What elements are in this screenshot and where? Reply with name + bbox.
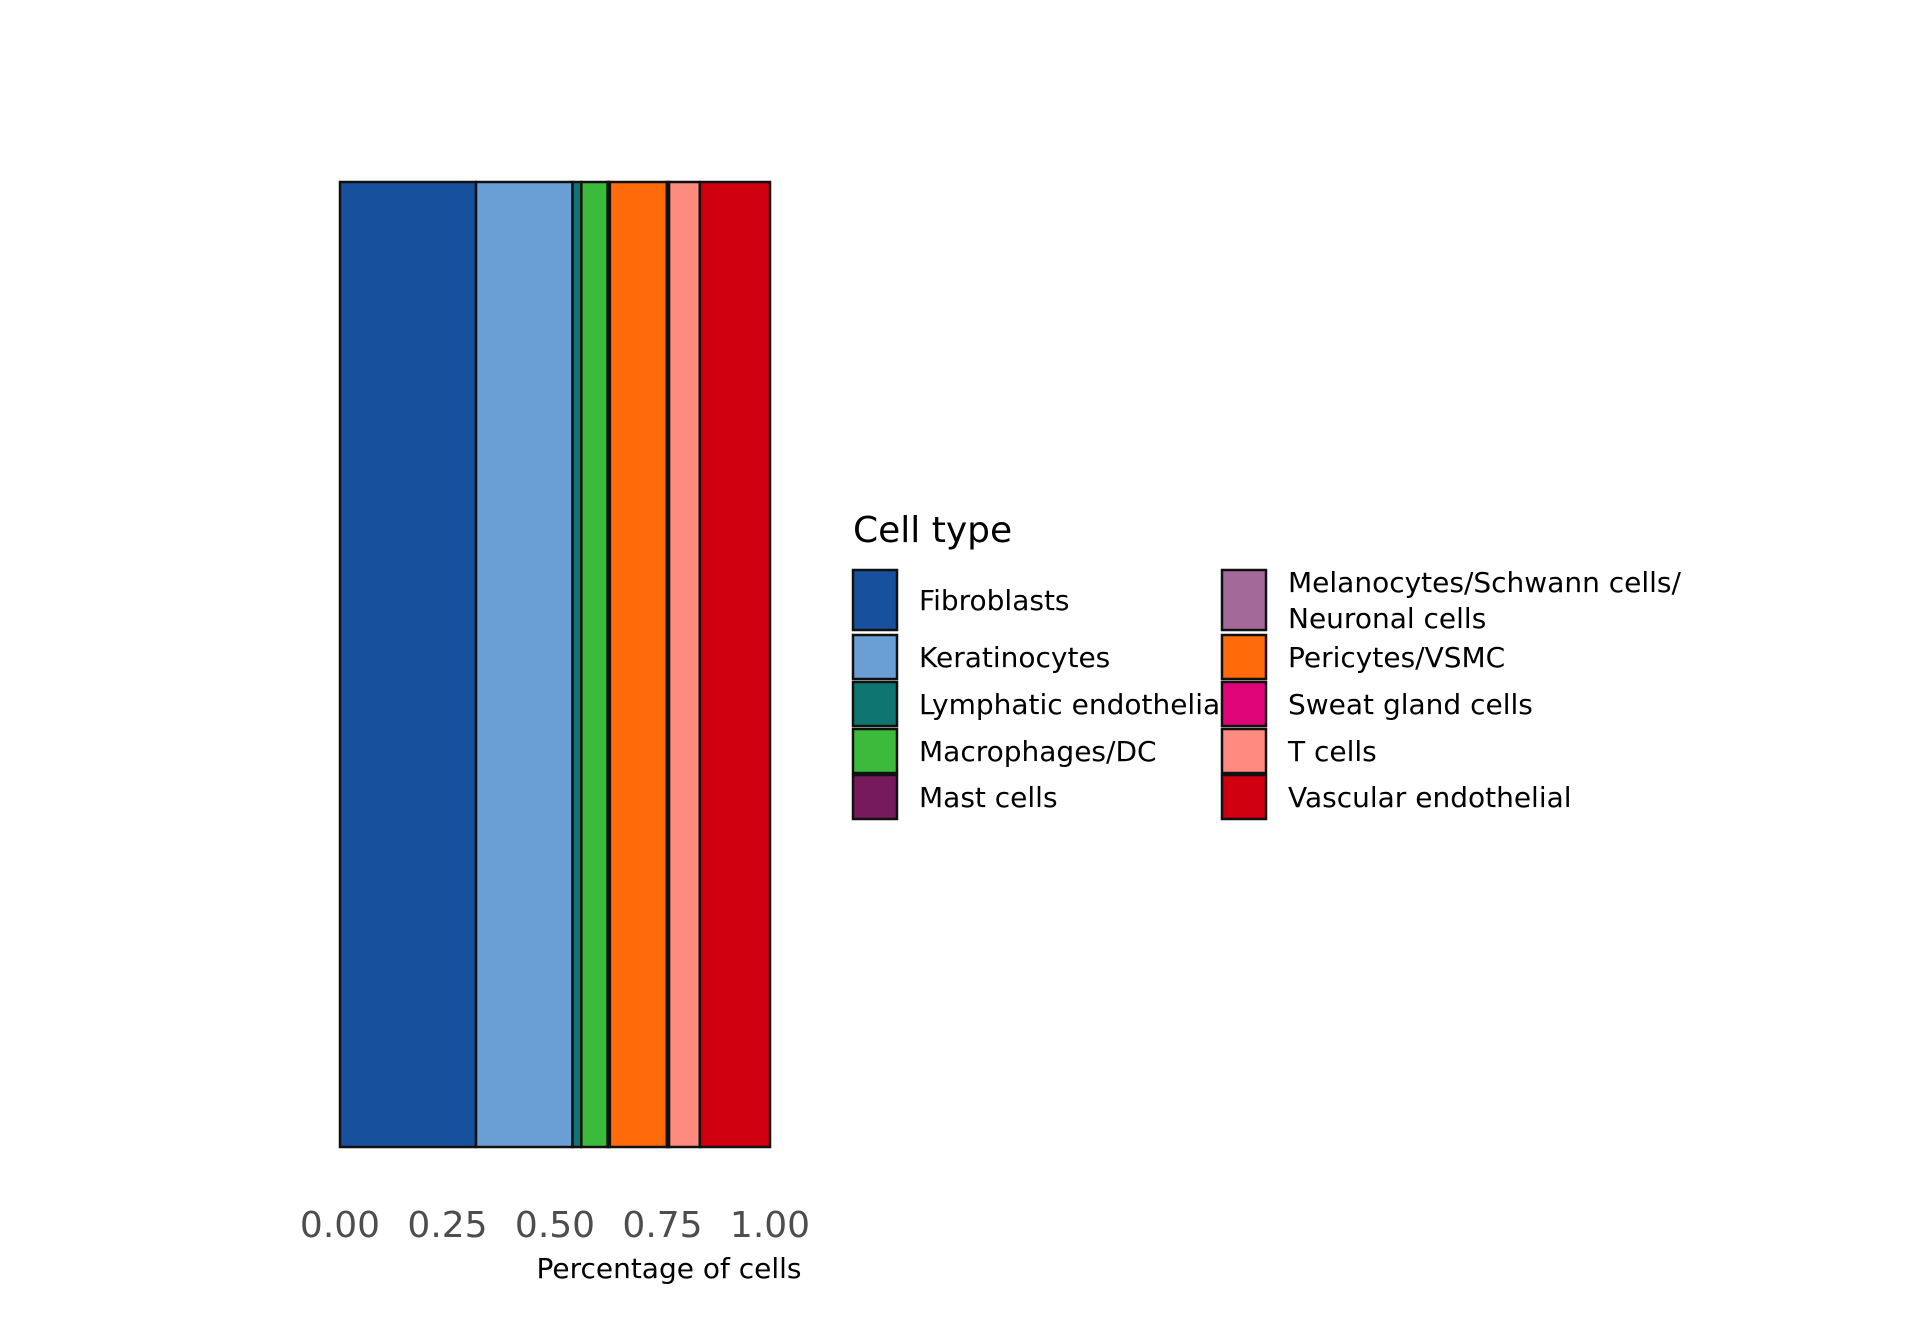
legend-item-keratinocytes: Keratinocytes [851, 633, 1110, 681]
legend-item-macrophages-dc: Macrophages/DC [851, 727, 1157, 775]
x-tick-label: 0.25 [407, 1205, 487, 1246]
legend-key [1220, 680, 1268, 728]
legend-item-lymphatic-endothelial: Lymphatic endothelial [851, 680, 1228, 728]
bar-segment-keratinocytes [474, 180, 574, 1149]
legend-item-melanocytes-schwann-cells-neuronal-cells: Melanocytes/Schwann cells/Neuronal cells [1220, 566, 1682, 635]
bar-segment-macrophages-dc [580, 180, 609, 1149]
legend-label: Melanocytes/Schwann cells/Neuronal cells [1288, 566, 1682, 635]
legend-item-mast-cells: Mast cells [851, 773, 1058, 821]
bar-segment-fibroblasts [338, 180, 478, 1149]
legend-key [851, 773, 899, 821]
legend-label: Vascular endothelial [1288, 781, 1572, 814]
x-axis-title: Percentage of cells [536, 1252, 801, 1285]
legend-item-t-cells: T cells [1220, 727, 1377, 775]
legend-label: T cells [1287, 735, 1377, 768]
legend-item-fibroblasts: Fibroblasts [851, 568, 1070, 632]
x-tick-label: 0.00 [300, 1205, 380, 1246]
legend-key [1220, 773, 1268, 821]
legend-label: Keratinocytes [919, 641, 1110, 674]
legend-item-sweat-gland-cells: Sweat gland cells [1220, 680, 1533, 728]
x-tick-label: 0.75 [622, 1205, 702, 1246]
bar-segments [338, 180, 772, 1149]
bar-segment-t-cells [667, 180, 702, 1149]
legend-label: Macrophages/DC [919, 735, 1157, 768]
legend-item-vascular-endothelial: Vascular endothelial [1220, 773, 1572, 821]
x-tick-label: 0.50 [515, 1205, 595, 1246]
bar-segment-pericytes-vsmc [608, 180, 669, 1149]
legend-label: Pericytes/VSMC [1288, 641, 1505, 674]
x-tick-label: 1.00 [730, 1205, 810, 1246]
legend-key [851, 680, 899, 728]
legend-label: Sweat gland cells [1288, 688, 1533, 721]
legend-key [1220, 633, 1268, 681]
legend-item-pericytes-vsmc: Pericytes/VSMC [1220, 633, 1505, 681]
legend-title: Cell type [853, 510, 1012, 551]
legend-key [1220, 568, 1268, 632]
legend-key [1220, 727, 1268, 775]
legend-key [851, 727, 899, 775]
legend-label: Fibroblasts [919, 584, 1070, 617]
legend-items: Fibroblasts Keratinocytes Lymphatic endoth… [851, 566, 1682, 821]
legend: Cell type Fibroblasts Keratinocytes Lympha… [851, 510, 1682, 821]
legend-key [851, 568, 899, 632]
legend-label: Lymphatic endothelial [919, 688, 1228, 721]
x-axis-ticks: 0.00 0.25 0.50 0.75 1.00 [300, 1205, 810, 1246]
bar-segment-vascular-endothelial [698, 180, 772, 1149]
legend-key [851, 633, 899, 681]
legend-label: Mast cells [919, 781, 1058, 814]
bar-segment-lymphatic-endothelial [571, 180, 583, 1149]
